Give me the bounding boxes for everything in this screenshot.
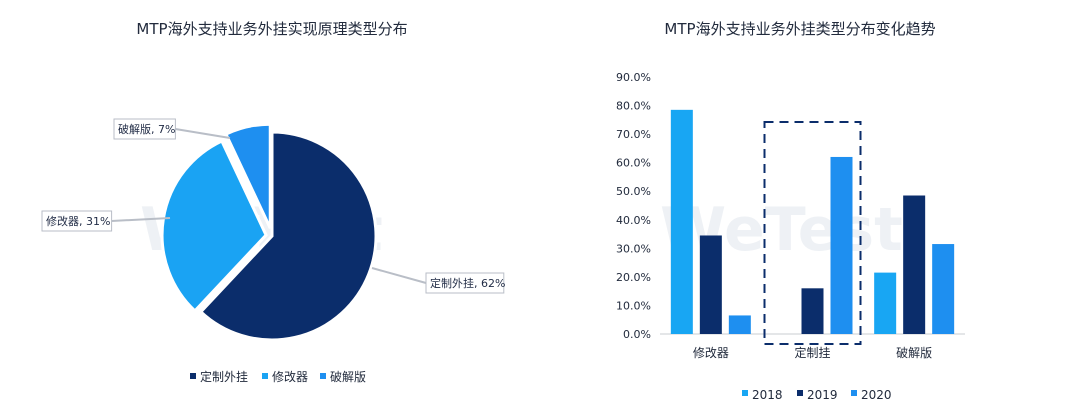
pie-label-2: 破解版, 7% bbox=[118, 122, 175, 136]
y-tick-label-5: 50.0% bbox=[616, 185, 651, 198]
pie-slice-2 bbox=[223, 122, 272, 229]
pie-legend-swatch-1 bbox=[262, 373, 268, 379]
pie-title: MTP海外支持业务外挂实现原理类型分布 bbox=[136, 20, 407, 38]
pie-label-0: 定制外挂, 62% bbox=[430, 276, 505, 290]
pie-slice-0 bbox=[198, 130, 378, 342]
y-tick-label-1: 10.0% bbox=[616, 299, 651, 312]
bar-legend-swatch-1 bbox=[797, 390, 803, 396]
bar-2020-2 bbox=[932, 244, 955, 334]
pie-legend-label-2: 破解版 bbox=[330, 369, 366, 384]
pie-legend-label-0: 定制外挂 bbox=[200, 369, 248, 384]
x-category-label-0: 修改器 bbox=[693, 345, 729, 360]
y-tick-label-9: 90.0% bbox=[616, 71, 651, 84]
pie-legend-swatch-2 bbox=[320, 373, 326, 379]
bar-legend-label-2: 2020 bbox=[861, 388, 892, 402]
bar-legend-swatch-2 bbox=[851, 390, 857, 396]
pie-leader-0 bbox=[371, 267, 427, 284]
pie-legend-swatch-0 bbox=[190, 373, 196, 379]
watermark-right: WeTest bbox=[660, 195, 903, 265]
pie-label-1: 修改器, 31% bbox=[46, 214, 110, 228]
bar-legend-label-1: 2019 bbox=[807, 388, 838, 402]
x-category-label-1: 定制挂 bbox=[794, 345, 830, 360]
highlight-box bbox=[763, 121, 862, 345]
bar-bars bbox=[670, 109, 955, 345]
x-category-label-2: 破解版 bbox=[896, 345, 932, 360]
y-tick-label-3: 30.0% bbox=[616, 242, 651, 255]
y-tick-label-0: 0.0% bbox=[623, 328, 651, 341]
bar-chart: MTP海外支持业务外挂类型分布变化趋势 0.0% 10.0% 20.0% 30.0% 4… bbox=[616, 20, 965, 402]
bar-legend-swatch-0 bbox=[742, 390, 748, 396]
y-tick-label-8: 80.0% bbox=[616, 100, 651, 113]
bar-2018-2 bbox=[874, 272, 897, 334]
pie-labels: 定制外挂, 62% 修改器, 31% 破解版, 7% bbox=[41, 118, 505, 294]
bar-legend: 2018 2019 2020 bbox=[742, 388, 892, 402]
bar-legend-label-0: 2018 bbox=[752, 388, 783, 402]
pie-legend-label-1: 修改器 bbox=[272, 369, 308, 384]
pie-legend: 定制外挂 修改器 破解版 bbox=[190, 369, 366, 384]
bar-2020-1 bbox=[830, 156, 853, 334]
bar-2019-2 bbox=[903, 195, 926, 334]
y-tick-label-6: 60.0% bbox=[616, 157, 651, 170]
bar-2019-0 bbox=[699, 235, 722, 334]
pie-chart: MTP海外支持业务外挂实现原理类型分布 定制外挂, 62% 修改器, 31% 破解版… bbox=[41, 20, 505, 384]
y-tick-label-2: 20.0% bbox=[616, 271, 651, 284]
pie-leader-2 bbox=[175, 128, 231, 139]
y-tick-label-7: 70.0% bbox=[616, 128, 651, 141]
bar-2018-0 bbox=[670, 109, 693, 334]
bar-2020-0 bbox=[728, 315, 751, 334]
pie-slices bbox=[160, 122, 378, 342]
bar-title: MTP海外支持业务外挂类型分布变化趋势 bbox=[664, 20, 935, 38]
bar-2019-1 bbox=[801, 288, 824, 334]
y-tick-label-4: 40.0% bbox=[616, 214, 651, 227]
pie-leader-1 bbox=[111, 217, 171, 222]
bar-axis: 0.0% 10.0% 20.0% 30.0% 40.0% 50.0% 60.0% 70.0% 8… bbox=[616, 71, 965, 360]
